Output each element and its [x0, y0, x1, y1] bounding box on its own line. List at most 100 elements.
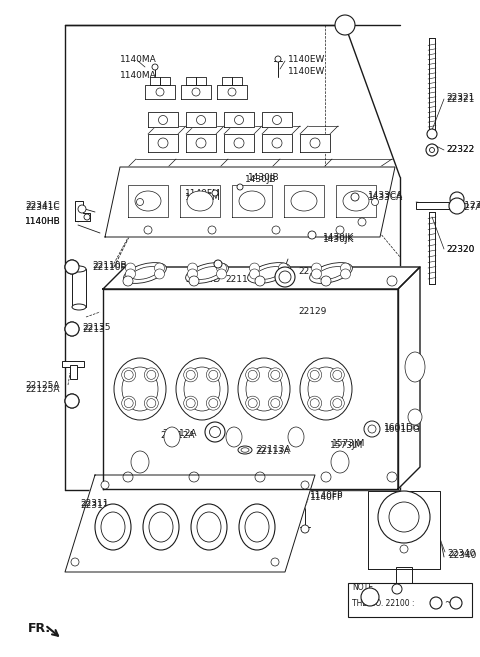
Text: 1430JK: 1430JK — [323, 235, 354, 244]
Circle shape — [158, 116, 168, 124]
Text: 1140FM: 1140FM — [185, 193, 221, 202]
Circle shape — [271, 371, 280, 379]
Circle shape — [192, 88, 200, 96]
Polygon shape — [224, 134, 254, 152]
Text: 22112A: 22112A — [160, 430, 194, 440]
Ellipse shape — [164, 427, 180, 447]
Text: 3: 3 — [70, 398, 74, 404]
Text: 1140EW: 1140EW — [288, 55, 325, 64]
Circle shape — [205, 422, 225, 442]
Circle shape — [340, 269, 350, 279]
Circle shape — [228, 88, 236, 96]
Circle shape — [123, 472, 133, 482]
Circle shape — [449, 198, 465, 214]
Polygon shape — [232, 77, 242, 85]
Ellipse shape — [239, 504, 275, 550]
Circle shape — [155, 269, 165, 279]
Circle shape — [189, 276, 199, 286]
Circle shape — [279, 271, 291, 283]
Circle shape — [255, 472, 265, 482]
Circle shape — [400, 545, 408, 553]
Polygon shape — [75, 201, 90, 221]
Circle shape — [122, 396, 136, 410]
Circle shape — [209, 426, 220, 438]
Ellipse shape — [288, 427, 304, 447]
Circle shape — [144, 368, 158, 382]
Text: 22320: 22320 — [446, 244, 474, 254]
Text: 22341C: 22341C — [25, 202, 60, 210]
Circle shape — [144, 396, 158, 410]
Text: 22129: 22129 — [298, 307, 326, 317]
Circle shape — [246, 396, 260, 410]
Ellipse shape — [197, 512, 221, 542]
Ellipse shape — [149, 512, 173, 542]
Circle shape — [152, 64, 158, 70]
Ellipse shape — [176, 358, 228, 420]
Text: 22125A: 22125A — [25, 380, 60, 390]
Text: ~: ~ — [444, 599, 451, 608]
Polygon shape — [103, 289, 398, 489]
Ellipse shape — [122, 367, 158, 411]
Circle shape — [340, 263, 350, 273]
Circle shape — [216, 269, 227, 279]
Circle shape — [156, 88, 164, 96]
Circle shape — [208, 226, 216, 234]
Circle shape — [308, 368, 322, 382]
Ellipse shape — [143, 504, 179, 550]
Text: 22127A: 22127A — [447, 204, 480, 212]
Ellipse shape — [291, 191, 317, 211]
Circle shape — [122, 368, 136, 382]
Ellipse shape — [331, 451, 349, 473]
Circle shape — [65, 322, 79, 336]
Ellipse shape — [226, 427, 242, 447]
Text: 22322: 22322 — [446, 145, 474, 154]
Text: 1140EW: 1140EW — [288, 68, 325, 76]
Text: 1430JB: 1430JB — [248, 173, 280, 181]
Circle shape — [271, 399, 280, 407]
Ellipse shape — [310, 263, 352, 283]
Text: 22113A: 22113A — [255, 447, 289, 457]
Text: 1140FP: 1140FP — [310, 491, 343, 499]
Circle shape — [389, 502, 419, 532]
Circle shape — [333, 371, 342, 379]
Circle shape — [158, 138, 168, 148]
Ellipse shape — [186, 263, 228, 283]
Text: 2: 2 — [70, 326, 74, 332]
Circle shape — [250, 269, 260, 279]
Ellipse shape — [241, 448, 249, 452]
Text: 1573JM: 1573JM — [332, 438, 365, 447]
Circle shape — [272, 138, 282, 148]
Circle shape — [206, 396, 220, 410]
Bar — [396, 567, 412, 587]
Circle shape — [212, 190, 218, 196]
Circle shape — [84, 214, 90, 220]
Circle shape — [308, 231, 316, 239]
Circle shape — [250, 263, 260, 273]
Circle shape — [216, 263, 227, 273]
Polygon shape — [232, 185, 272, 217]
Text: 1140HB: 1140HB — [25, 217, 61, 225]
Text: 22112A: 22112A — [162, 428, 196, 438]
Text: 22125A: 22125A — [25, 384, 60, 394]
Circle shape — [301, 481, 309, 489]
Circle shape — [330, 368, 344, 382]
Circle shape — [310, 399, 319, 407]
Text: 22110B: 22110B — [92, 260, 127, 269]
Polygon shape — [284, 185, 324, 217]
Circle shape — [248, 371, 257, 379]
Circle shape — [196, 138, 206, 148]
Circle shape — [450, 597, 462, 609]
Circle shape — [235, 116, 243, 124]
Text: 22127A: 22127A — [453, 200, 480, 210]
Circle shape — [65, 394, 79, 408]
Circle shape — [209, 399, 218, 407]
Circle shape — [101, 481, 109, 489]
Ellipse shape — [343, 191, 369, 211]
Text: 4: 4 — [454, 600, 458, 606]
Circle shape — [301, 525, 309, 533]
Ellipse shape — [245, 512, 269, 542]
Circle shape — [312, 269, 322, 279]
Circle shape — [275, 56, 281, 62]
Circle shape — [426, 144, 438, 156]
Circle shape — [237, 184, 243, 190]
